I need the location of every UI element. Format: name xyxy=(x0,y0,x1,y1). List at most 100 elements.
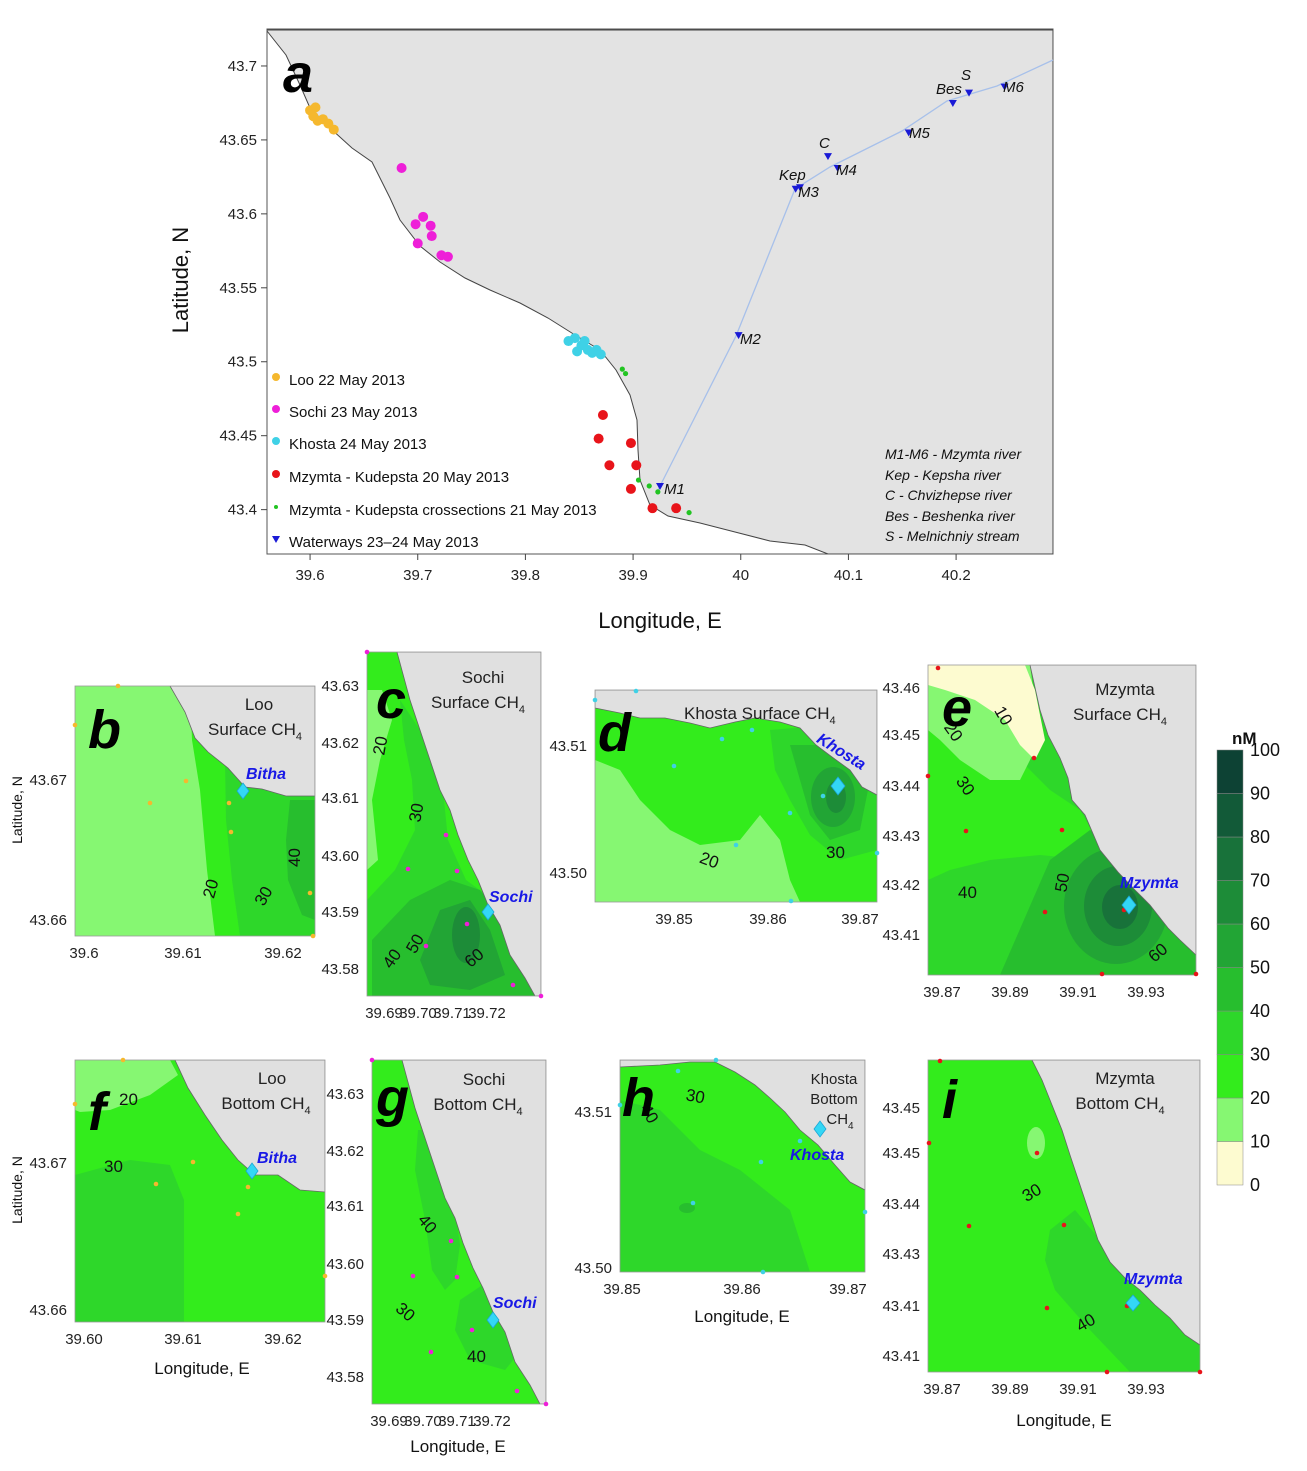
a-point-crossection xyxy=(635,477,642,483)
sample-point xyxy=(1042,909,1048,915)
i-title-1: Mzymta xyxy=(1095,1069,1155,1088)
a-point-crossection xyxy=(686,509,692,516)
a-point-waterways xyxy=(904,129,913,137)
place-label: Bitha xyxy=(246,766,286,783)
sample-point xyxy=(428,1349,434,1355)
sub-ytick: 43.51 xyxy=(574,1104,612,1121)
station-label: Kep xyxy=(779,167,806,184)
land xyxy=(620,1060,865,1191)
contour-label: 20 xyxy=(119,1090,138,1109)
land xyxy=(595,690,877,796)
c-title-2-text: Surface CH xyxy=(431,693,519,712)
sample-point xyxy=(310,933,316,939)
station-label: M5 xyxy=(909,125,930,142)
sub-xtick: 39.72 xyxy=(468,1005,506,1022)
g-xlabel: Longitude, E xyxy=(410,1437,505,1456)
a-point-waterways xyxy=(791,185,800,193)
a-xtick: 39.7 xyxy=(403,567,432,584)
b-title-2-text: Surface CH xyxy=(208,720,296,739)
sample-point xyxy=(448,1238,454,1244)
f-title-2: Bottom CH4 xyxy=(221,1094,310,1117)
sub-xtick: 39.85 xyxy=(655,911,693,928)
a-ytick: 43.6 xyxy=(228,206,257,223)
a-point-mzymta xyxy=(604,460,615,471)
colorbar-tick: 0 xyxy=(1250,1175,1260,1195)
sample-point xyxy=(464,921,470,927)
sample-point xyxy=(760,1269,766,1275)
panel-letter-h: h xyxy=(622,1068,655,1128)
panel-letter-a: a xyxy=(283,44,313,104)
colorbar-tick: 100 xyxy=(1250,740,1280,760)
legend-mzymta: Mzymta - Kudepsta 20 May 2013 xyxy=(289,469,509,486)
diamond-marker xyxy=(486,1311,500,1329)
a-point-sochi xyxy=(426,231,437,242)
a-point-khosta xyxy=(595,349,606,360)
sub-ytick: 43.46 xyxy=(882,680,920,697)
sample-point xyxy=(307,890,313,896)
contour-band xyxy=(75,1060,178,1112)
h-title-1: Khosta xyxy=(811,1071,858,1088)
h-title-3-text: CH xyxy=(826,1111,848,1128)
sub-xtick: 39.62 xyxy=(264,1331,302,1348)
sub-ytick: 43.43 xyxy=(882,828,920,845)
colorbar-swatch xyxy=(1216,836,1244,881)
diamond-marker xyxy=(813,1120,827,1138)
a-point-waterways xyxy=(823,153,832,161)
note-5: S - Melnichniy stream xyxy=(885,528,1020,544)
sub-xtick: 39.62 xyxy=(264,945,302,962)
a-point-khosta xyxy=(579,336,590,347)
sample-point xyxy=(675,1068,681,1074)
contour-label: 20 xyxy=(369,735,391,757)
a-point-crossection xyxy=(619,366,625,372)
a-xtick: 39.8 xyxy=(511,567,540,584)
g-title-2-sub: 4 xyxy=(517,1106,523,1118)
contour-band xyxy=(367,690,392,870)
contour-band xyxy=(595,760,800,902)
sample-point xyxy=(787,810,793,816)
a-xtick: 40.1 xyxy=(834,567,863,584)
sub-ytick: 43.45 xyxy=(882,727,920,744)
place-label: Sochi xyxy=(489,889,533,906)
sample-point xyxy=(538,993,544,999)
a-xlabel: Longitude, E xyxy=(598,608,722,633)
sub-xtick: 39.70 xyxy=(399,1005,437,1022)
a-point-waterways xyxy=(795,184,804,192)
sample-point xyxy=(226,800,232,806)
f-xlabel: Longitude, E xyxy=(154,1359,249,1378)
sample-point xyxy=(115,683,121,689)
sub-ytick: 43.63 xyxy=(321,678,359,695)
h-xlabel: Longitude, E xyxy=(694,1307,789,1326)
sample-point xyxy=(1044,1305,1050,1311)
sub-ytick: 43.60 xyxy=(321,848,359,865)
i-title-2: Bottom CH4 xyxy=(1075,1094,1164,1117)
e-title-2-sub: 4 xyxy=(1161,716,1167,728)
a-legend: Loo 22 May 2013 Sochi 23 May 2013 Khosta… xyxy=(272,372,597,551)
contour-label: 40 xyxy=(467,1347,486,1366)
a-ytick: 43.7 xyxy=(228,58,257,75)
d-title-text: Khosta Surface CH xyxy=(684,704,830,723)
panel-h xyxy=(620,1060,865,1272)
a-point-mzymta xyxy=(647,503,658,514)
sub-ytick: 43.67 xyxy=(29,1155,67,1172)
sample-point xyxy=(235,1211,241,1217)
colorbar-tick: 30 xyxy=(1250,1045,1270,1065)
sub-ytick: 43.43 xyxy=(882,1246,920,1263)
colorbar-swatch xyxy=(1216,1054,1244,1099)
sample-point xyxy=(874,850,880,856)
sub-ytick: 43.59 xyxy=(326,1312,364,1329)
panel-letter-i: i xyxy=(942,1070,958,1130)
sub-xtick: 39.87 xyxy=(829,1281,867,1298)
sample-point xyxy=(228,829,234,835)
c-title-2: Surface CH4 xyxy=(431,693,525,716)
a-xtick: 40 xyxy=(732,567,749,584)
contour-band xyxy=(928,665,1045,760)
a-point-mzymta xyxy=(671,503,682,514)
a-ytick: 43.45 xyxy=(219,428,257,445)
contour-band xyxy=(452,907,480,963)
a-point-waterways xyxy=(656,482,664,490)
b-title-1: Loo xyxy=(245,695,273,714)
sample-point xyxy=(1034,1150,1040,1156)
sub-xtick: 39.91 xyxy=(1059,984,1097,1001)
sample-point xyxy=(1061,1222,1067,1228)
a-xtick: 39.6 xyxy=(295,567,324,584)
